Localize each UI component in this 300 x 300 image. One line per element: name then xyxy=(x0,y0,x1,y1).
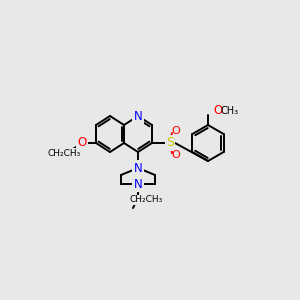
Text: O: O xyxy=(77,136,87,149)
Text: N: N xyxy=(134,110,142,122)
Text: CH₂CH₃: CH₂CH₃ xyxy=(129,196,163,205)
Text: S: S xyxy=(166,136,174,149)
Text: O: O xyxy=(213,104,223,118)
Text: N: N xyxy=(134,178,142,190)
Text: CH₃: CH₃ xyxy=(221,106,239,116)
Text: N: N xyxy=(134,161,142,175)
Text: O: O xyxy=(172,126,180,136)
Text: CH₂CH₃: CH₂CH₃ xyxy=(47,148,81,158)
Text: O: O xyxy=(172,150,180,160)
